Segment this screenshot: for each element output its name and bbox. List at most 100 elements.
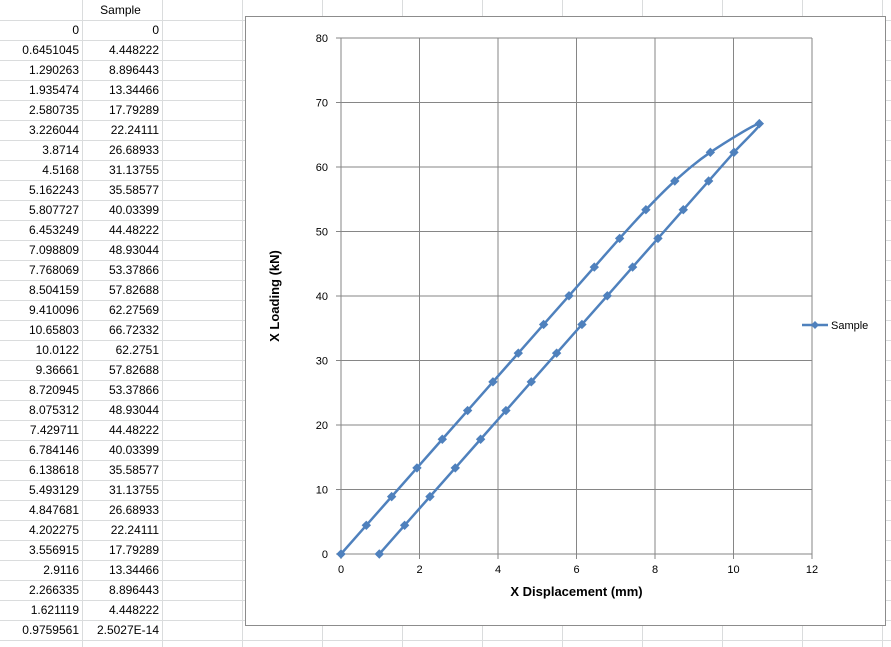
cell-displacement[interactable]: 4.5168 bbox=[42, 163, 79, 177]
cell-loading[interactable]: 26.68933 bbox=[108, 503, 159, 517]
cell-displacement[interactable]: 9.410096 bbox=[28, 303, 79, 317]
cell-displacement[interactable]: 4.847681 bbox=[28, 503, 79, 517]
cell-displacement[interactable]: 6.784146 bbox=[28, 443, 79, 457]
cell-displacement[interactable]: 0 bbox=[72, 23, 79, 37]
cell-displacement[interactable]: 3.8714 bbox=[42, 143, 79, 157]
cell-loading[interactable]: 0 bbox=[152, 23, 159, 37]
y-tick-label: 20 bbox=[316, 420, 328, 432]
y-tick-label: 70 bbox=[316, 98, 328, 110]
cell-displacement[interactable]: 1.621119 bbox=[30, 603, 79, 617]
cell-loading[interactable]: 2.5027E-14 bbox=[96, 623, 159, 637]
x-tick-label: 8 bbox=[652, 564, 658, 576]
cell-displacement[interactable]: 7.768069 bbox=[28, 263, 79, 277]
cell-displacement[interactable]: 2.266335 bbox=[28, 583, 79, 597]
cell-displacement[interactable]: 3.556915 bbox=[28, 543, 79, 557]
data-point bbox=[462, 405, 473, 416]
cell-displacement[interactable]: 4.202275 bbox=[28, 523, 79, 537]
column-header-sample[interactable]: Sample bbox=[100, 3, 141, 17]
cell-displacement[interactable]: 2.580735 bbox=[28, 103, 79, 117]
cell-displacement[interactable]: 8.720945 bbox=[28, 383, 79, 397]
cell-loading[interactable]: 48.93044 bbox=[108, 243, 159, 257]
x-tick-label: 6 bbox=[573, 564, 579, 576]
cell-loading[interactable]: 35.58577 bbox=[108, 463, 159, 477]
data-point bbox=[374, 549, 385, 559]
cell-displacement[interactable]: 9.36661 bbox=[35, 363, 79, 377]
cell-loading[interactable]: 44.48222 bbox=[108, 223, 159, 237]
cell-loading[interactable]: 48.93044 bbox=[108, 403, 159, 417]
cell-loading[interactable]: 26.68933 bbox=[108, 143, 159, 157]
cell-loading[interactable]: 53.37866 bbox=[108, 263, 159, 277]
cell-loading[interactable]: 13.34466 bbox=[108, 563, 159, 577]
cell-displacement[interactable]: 6.453249 bbox=[28, 223, 79, 237]
cell-displacement[interactable]: 2.9116 bbox=[43, 563, 79, 577]
cell-loading[interactable]: 17.79289 bbox=[108, 103, 159, 117]
y-tick-label: 0 bbox=[322, 549, 328, 561]
y-tick-label: 40 bbox=[316, 291, 328, 303]
data-point bbox=[577, 319, 587, 330]
y-axis-title: X Loading (kN) bbox=[267, 250, 282, 342]
cell-displacement[interactable]: 5.807727 bbox=[28, 203, 79, 217]
data-point bbox=[386, 491, 397, 502]
y-tick-label: 10 bbox=[316, 485, 328, 497]
cell-displacement[interactable]: 1.935474 bbox=[28, 83, 79, 97]
cell-loading[interactable]: 35.58577 bbox=[108, 183, 159, 197]
data-point bbox=[501, 405, 511, 416]
cell-loading[interactable]: 62.27569 bbox=[108, 303, 159, 317]
chart-area[interactable]: 0 2 4 6 8 10 12 0 10 20 30 40 50 60 70 80 X Displacement… bbox=[245, 16, 886, 626]
cell-displacement[interactable]: 0.9759561 bbox=[22, 623, 79, 637]
cell-displacement[interactable]: 10.0122 bbox=[35, 343, 79, 357]
cell-displacement[interactable]: 5.162243 bbox=[28, 183, 79, 197]
data-point bbox=[475, 434, 486, 444]
y-tick-label: 30 bbox=[316, 356, 328, 368]
cell-loading[interactable]: 22.24111 bbox=[110, 523, 159, 537]
x-tick-label: 0 bbox=[338, 564, 344, 576]
cell-loading[interactable]: 44.48222 bbox=[108, 423, 159, 437]
cell-loading[interactable]: 57.82688 bbox=[108, 283, 159, 297]
x-tick-label: 10 bbox=[727, 564, 739, 576]
scatter-chart: 0 2 4 6 8 10 12 0 10 20 30 40 50 60 70 80 X Displacement… bbox=[267, 33, 868, 599]
cell-loading[interactable]: 4.448222 bbox=[108, 43, 159, 57]
cell-loading[interactable]: 40.03399 bbox=[108, 443, 159, 457]
cell-displacement[interactable]: 1.290263 bbox=[28, 63, 79, 77]
cell-displacement[interactable]: 5.493129 bbox=[28, 483, 79, 497]
data-point bbox=[602, 291, 612, 301]
data-point bbox=[729, 147, 739, 158]
cell-loading[interactable]: 8.896443 bbox=[108, 583, 159, 597]
cell-loading[interactable]: 62.2751 bbox=[115, 343, 159, 357]
data-point bbox=[526, 377, 536, 387]
x-tick-label: 4 bbox=[495, 564, 501, 576]
cell-displacement[interactable]: 7.098809 bbox=[28, 243, 79, 257]
cell-loading[interactable]: 13.34466 bbox=[108, 83, 159, 97]
cell-displacement[interactable]: 10.65803 bbox=[28, 323, 79, 337]
data-point bbox=[412, 463, 422, 473]
data-point bbox=[641, 205, 651, 215]
y-tick-label: 80 bbox=[316, 33, 328, 45]
data-point bbox=[703, 176, 714, 186]
cell-loading[interactable]: 57.82688 bbox=[108, 363, 159, 377]
data-point bbox=[336, 549, 346, 559]
data-point bbox=[614, 233, 625, 244]
cell-loading[interactable]: 17.79289 bbox=[108, 543, 159, 557]
x-tick-label: 12 bbox=[806, 564, 818, 576]
cell-displacement[interactable]: 8.504159 bbox=[28, 283, 79, 297]
legend-marker bbox=[811, 321, 819, 329]
cell-loading[interactable]: 22.24111 bbox=[110, 123, 159, 137]
cell-displacement[interactable]: 7.429711 bbox=[29, 423, 79, 437]
data-point bbox=[627, 262, 638, 272]
data-point bbox=[678, 205, 689, 215]
cell-loading[interactable]: 40.03399 bbox=[108, 203, 159, 217]
cell-loading[interactable]: 8.896443 bbox=[108, 63, 159, 77]
cell-displacement[interactable]: 8.075312 bbox=[28, 403, 79, 417]
legend-label: Sample bbox=[831, 320, 868, 332]
cell-loading[interactable]: 31.13755 bbox=[108, 483, 159, 497]
cell-displacement[interactable]: 0.6451045 bbox=[22, 43, 79, 57]
cell-loading[interactable]: 66.72332 bbox=[108, 323, 159, 337]
cell-loading[interactable]: 53.37866 bbox=[108, 383, 159, 397]
data-point bbox=[538, 319, 549, 330]
cell-displacement[interactable]: 6.138618 bbox=[28, 463, 79, 477]
cell-loading[interactable]: 31.13755 bbox=[108, 163, 159, 177]
data-point bbox=[670, 176, 680, 186]
cell-displacement[interactable]: 3.226044 bbox=[28, 123, 79, 137]
cell-loading[interactable]: 4.448222 bbox=[108, 603, 159, 617]
data-point bbox=[754, 118, 765, 129]
